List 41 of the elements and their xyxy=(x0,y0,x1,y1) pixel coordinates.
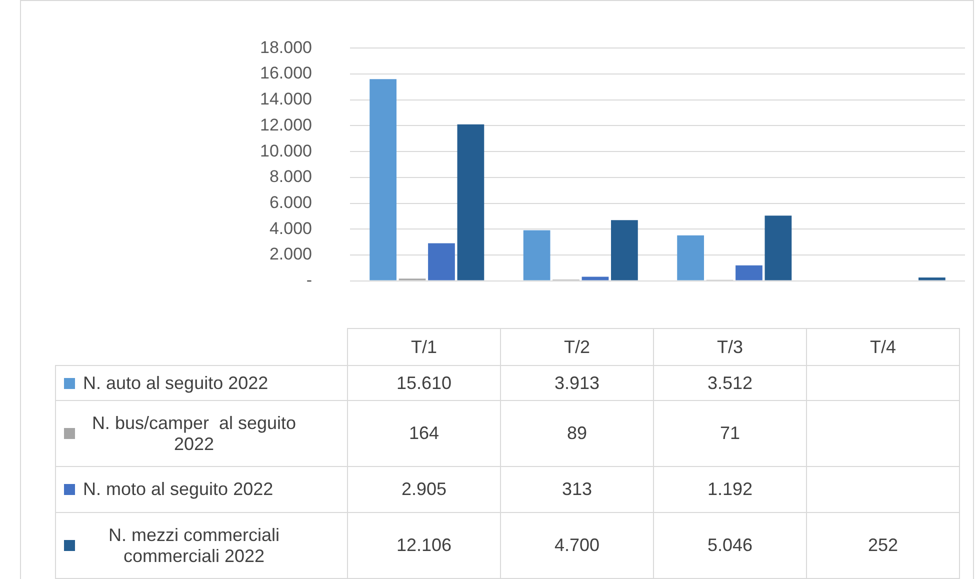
bar xyxy=(582,276,609,280)
data-label: 15.610 xyxy=(348,366,500,400)
legend-label: N. auto al seguito 2022 xyxy=(83,372,268,394)
y-tick-label: 2.000 xyxy=(269,244,312,264)
legend-label: N. mezzi commerciali commerciali 2022 xyxy=(107,524,281,566)
bar xyxy=(457,124,484,280)
legend-label: N. moto al seguito 2022 xyxy=(83,479,274,500)
legend-label: N. bus/camper al seguito 2022 xyxy=(90,412,298,454)
bar xyxy=(370,79,396,280)
data-label: 12.106 xyxy=(348,512,500,578)
y-tick-label: 18.000 xyxy=(260,38,312,57)
data-label: 3.512 xyxy=(654,366,806,400)
data-label: 1.192 xyxy=(654,466,806,512)
bar xyxy=(428,243,455,280)
data-label: 3.913 xyxy=(500,366,654,400)
bar xyxy=(736,265,762,280)
bar xyxy=(611,220,638,280)
y-tick-label: 10.000 xyxy=(260,141,312,160)
x-tick-label: T/1 xyxy=(348,328,500,366)
y-tick-label: 12.000 xyxy=(260,115,312,134)
bar xyxy=(764,216,792,280)
y-tick-label: 4.000 xyxy=(269,218,312,238)
y-tick-label: 6.000 xyxy=(269,192,312,212)
data-label: 4.700 xyxy=(500,512,654,578)
bar xyxy=(677,235,704,280)
data-label: 164 xyxy=(348,400,500,466)
bar xyxy=(523,230,550,280)
data-label: 2.905 xyxy=(348,466,500,512)
x-tick-label: T/4 xyxy=(806,328,960,366)
y-tick-label: - xyxy=(306,270,312,290)
x-tick-label: T/3 xyxy=(654,328,806,366)
data-label: 313 xyxy=(500,466,654,512)
data-label: 252 xyxy=(806,512,960,578)
y-tick-label: 16.000 xyxy=(260,64,312,83)
data-label: 89 xyxy=(500,400,654,466)
y-tick-label: 14.000 xyxy=(260,90,312,109)
data-label: 71 xyxy=(654,400,806,466)
y-tick-label: 8.000 xyxy=(269,167,312,186)
x-tick-label: T/2 xyxy=(500,328,654,366)
bar xyxy=(918,278,946,280)
data-label: 5.046 xyxy=(654,512,806,578)
